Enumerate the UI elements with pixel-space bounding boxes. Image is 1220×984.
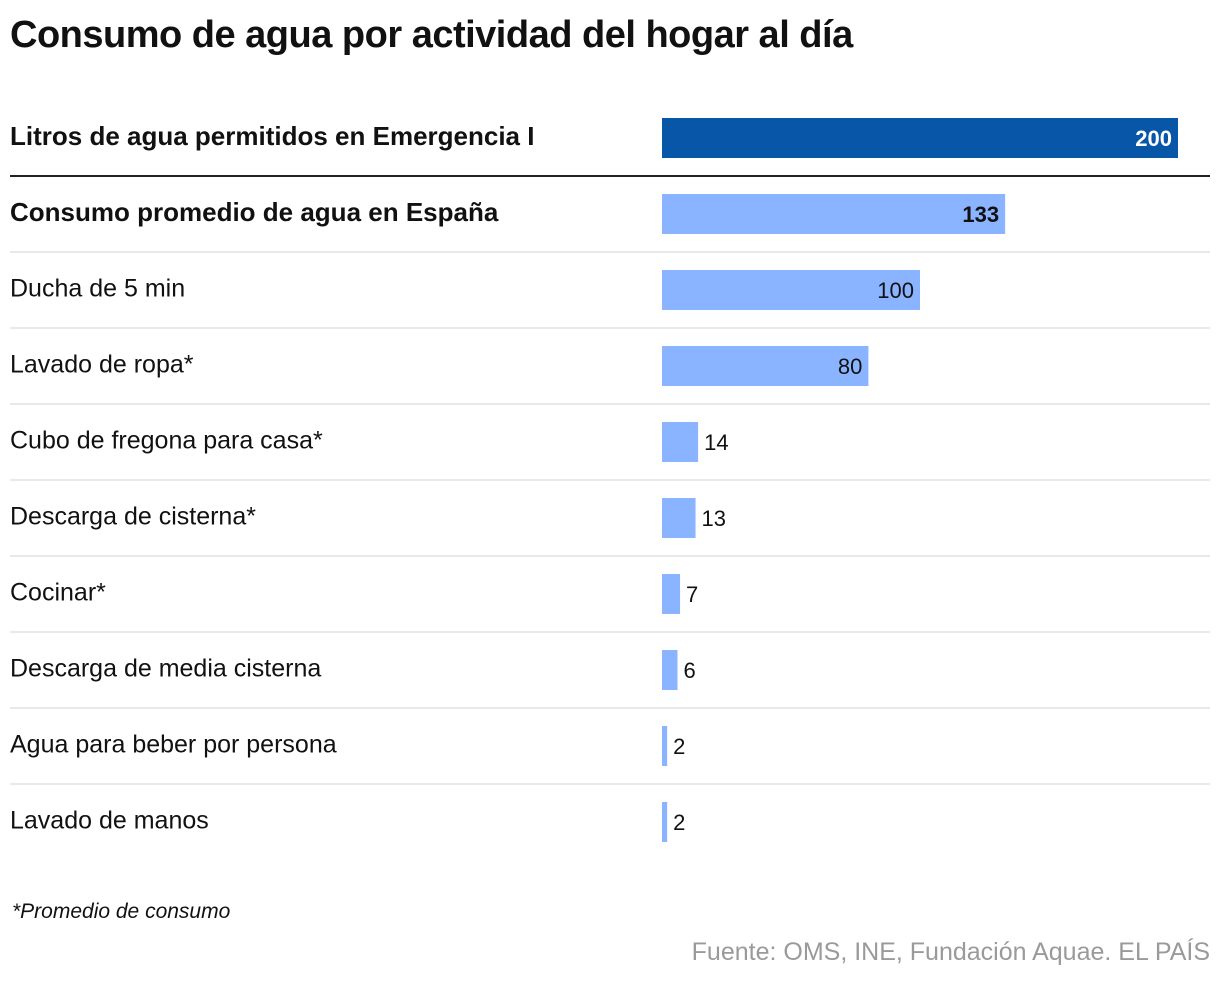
bar (662, 422, 699, 462)
bar (662, 574, 681, 614)
value-label: 133 (962, 202, 999, 227)
category-label: Lavado de ropa* (10, 351, 194, 379)
bar (662, 346, 869, 386)
bar (662, 650, 678, 690)
value-label: 14 (704, 430, 728, 455)
value-label: 2 (673, 734, 685, 759)
value-label: 200 (1135, 126, 1172, 151)
value-label: 7 (686, 582, 698, 607)
bar (662, 194, 1006, 234)
bar (662, 726, 668, 766)
value-label: 2 (673, 810, 685, 835)
value-label: 13 (702, 506, 726, 531)
value-label: 80 (838, 354, 862, 379)
bar (662, 118, 1178, 158)
category-label: Consumo promedio de agua en España (10, 197, 499, 227)
category-label: Descarga de media cisterna (10, 655, 321, 683)
category-label: Lavado de manos (10, 807, 209, 835)
footnote: *Promedio de consumo (12, 900, 231, 923)
category-label: Agua para beber por persona (10, 731, 337, 759)
category-label: Descarga de cisterna* (10, 503, 256, 531)
value-label: 6 (683, 658, 695, 683)
category-label: Cubo de fregona para casa* (10, 427, 323, 455)
category-label: Litros de agua permitidos en Emergencia … (10, 121, 534, 151)
category-label: Cocinar* (10, 579, 106, 607)
bar (662, 270, 920, 310)
chart-title: Consumo de agua por actividad del hogar … (10, 14, 853, 56)
bar (662, 802, 668, 842)
category-label: Ducha de 5 min (10, 275, 185, 303)
source-credit: Fuente: OMS, INE, Fundación Aquae. EL PA… (691, 938, 1210, 966)
value-label: 100 (877, 278, 914, 303)
bar-chart: Litros de agua permitidos en Emergencia … (10, 118, 1210, 842)
bar (662, 498, 696, 538)
